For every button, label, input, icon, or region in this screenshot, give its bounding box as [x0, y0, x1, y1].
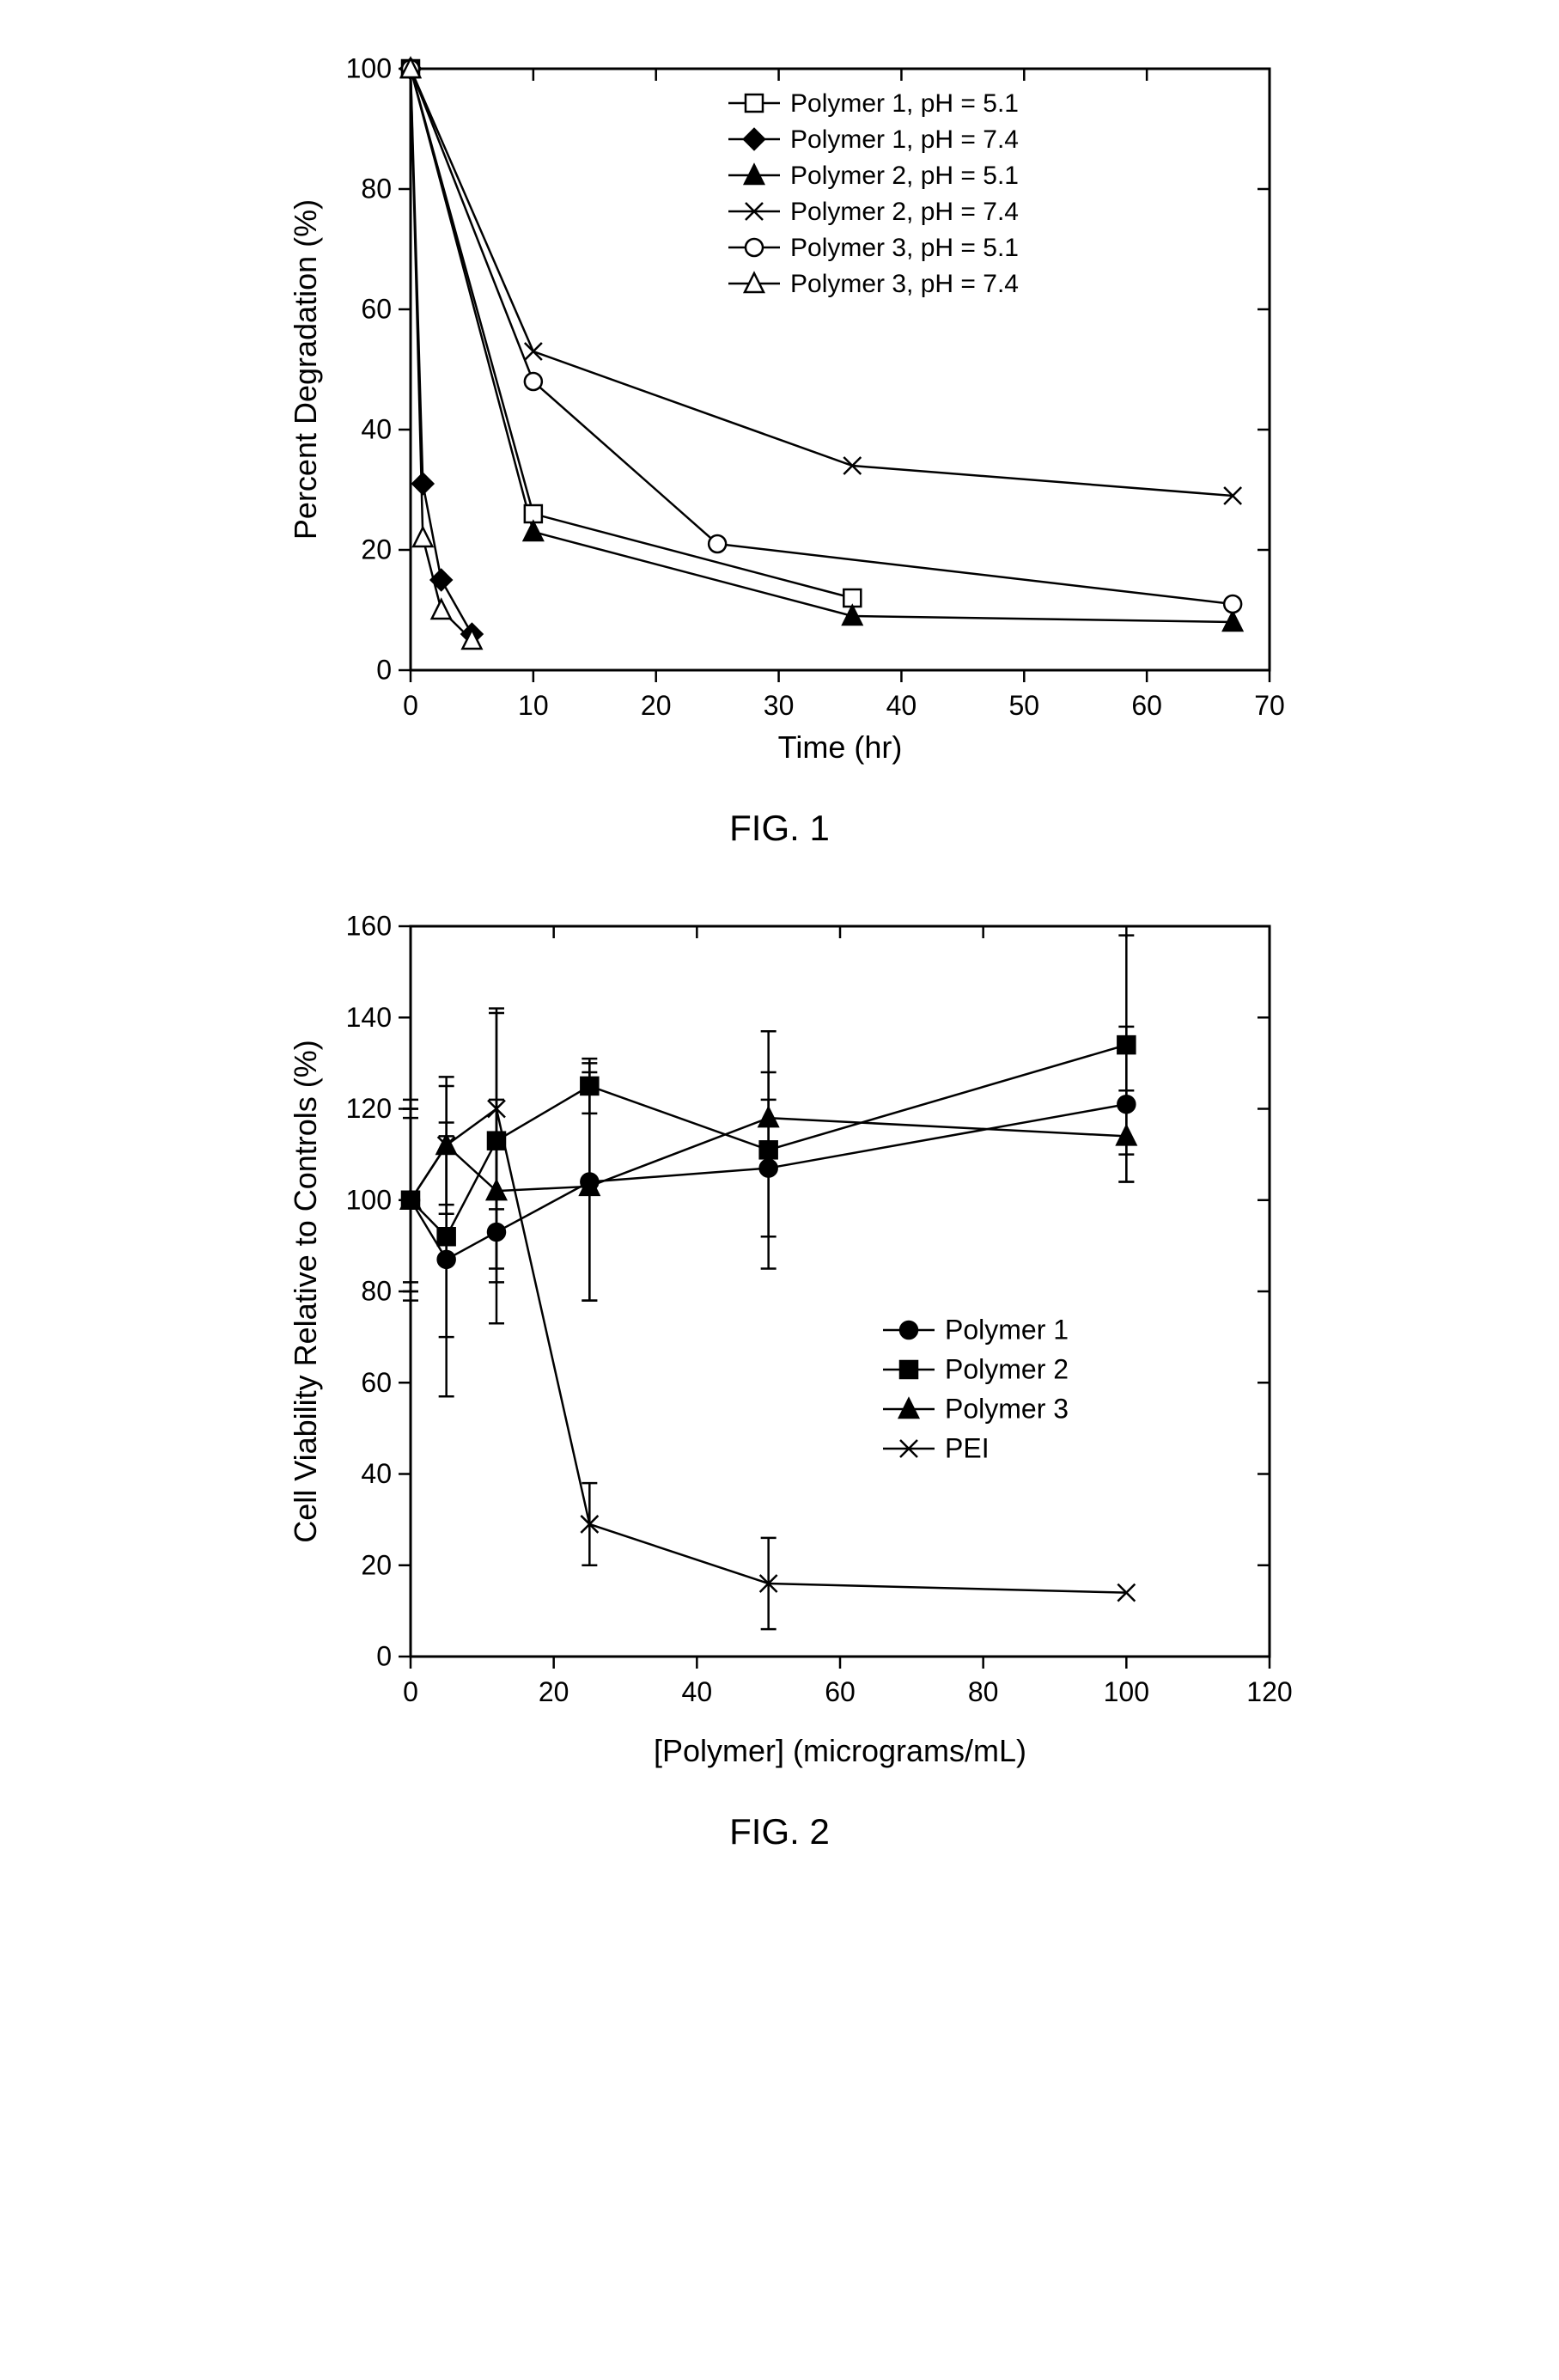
svg-text:Cell Viability Relative to Con: Cell Viability Relative to Controls (%) [288, 1040, 323, 1543]
svg-text:Polymer 1, pH = 5.1: Polymer 1, pH = 5.1 [790, 89, 1019, 118]
svg-text:140: 140 [345, 1002, 391, 1033]
svg-text:70: 70 [1254, 690, 1285, 721]
svg-text:60: 60 [1131, 690, 1162, 721]
svg-text:0: 0 [403, 690, 418, 721]
svg-text:Percent Degradation (%): Percent Degradation (%) [288, 199, 323, 540]
svg-text:40: 40 [886, 690, 917, 721]
svg-text:60: 60 [361, 1367, 392, 1398]
svg-text:Polymer 2, pH = 7.4: Polymer 2, pH = 7.4 [790, 198, 1019, 226]
svg-text:Time (hr): Time (hr) [777, 729, 902, 765]
svg-text:40: 40 [681, 1676, 712, 1707]
svg-text:100: 100 [345, 53, 391, 84]
svg-text:120: 120 [1246, 1676, 1292, 1707]
svg-text:30: 30 [763, 690, 794, 721]
svg-text:60: 60 [825, 1676, 856, 1707]
svg-text:Polymer 1, pH = 7.4: Polymer 1, pH = 7.4 [790, 125, 1019, 154]
fig1-caption: FIG. 1 [256, 808, 1304, 849]
svg-text:Polymer 3, pH = 5.1: Polymer 3, pH = 5.1 [790, 234, 1019, 262]
svg-text:20: 20 [640, 690, 671, 721]
svg-text:PEI: PEI [945, 1433, 990, 1464]
svg-text:80: 80 [967, 1676, 998, 1707]
svg-text:Polymer 3: Polymer 3 [945, 1394, 1069, 1425]
figure-2: 0 20 40 60 80 100 120 0 20 40 60 80 100 120 140 160 [Pol… [256, 892, 1304, 1852]
svg-text:40: 40 [361, 1458, 392, 1489]
svg-text:80: 80 [361, 1276, 392, 1307]
svg-text:160: 160 [345, 911, 391, 942]
fig1-svg-holder: 0 10 20 30 40 50 60 70 0 20 40 60 80 100 Time (hr) Perc… [256, 34, 1304, 790]
svg-text:50: 50 [1008, 690, 1039, 721]
svg-text:Polymer 3, pH = 7.4: Polymer 3, pH = 7.4 [790, 270, 1019, 298]
svg-text:20: 20 [538, 1676, 569, 1707]
svg-text:Polymer 1: Polymer 1 [945, 1315, 1069, 1346]
svg-text:40: 40 [361, 414, 392, 445]
svg-text:Polymer 2: Polymer 2 [945, 1354, 1069, 1385]
svg-text:10: 10 [518, 690, 549, 721]
svg-text:80: 80 [361, 174, 392, 204]
svg-text:0: 0 [376, 655, 392, 686]
fig2-svg-holder: 0 20 40 60 80 100 120 0 20 40 60 80 100 120 140 160 [Pol… [256, 892, 1304, 1794]
svg-text:100: 100 [345, 1184, 391, 1215]
svg-text:20: 20 [361, 1549, 392, 1580]
svg-text:0: 0 [376, 1641, 392, 1672]
svg-text:0: 0 [403, 1676, 418, 1707]
svg-text:100: 100 [1103, 1676, 1148, 1707]
svg-text:60: 60 [361, 294, 392, 325]
svg-text:120: 120 [345, 1093, 391, 1124]
svg-text:[Polymer] (micrograms/mL): [Polymer] (micrograms/mL) [653, 1733, 1026, 1768]
fig2-caption: FIG. 2 [256, 1811, 1304, 1852]
svg-text:Polymer 2, pH = 5.1: Polymer 2, pH = 5.1 [790, 162, 1019, 190]
figure-1: 0 10 20 30 40 50 60 70 0 20 40 60 80 100 Time (hr) Perc… [256, 34, 1304, 849]
svg-text:20: 20 [361, 534, 392, 565]
